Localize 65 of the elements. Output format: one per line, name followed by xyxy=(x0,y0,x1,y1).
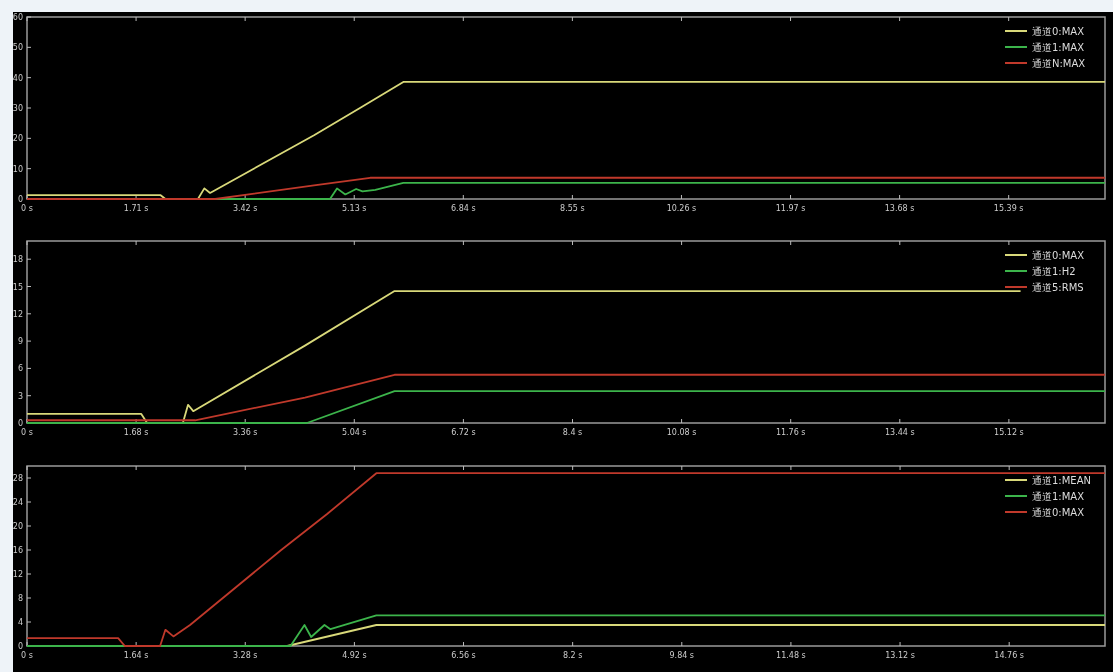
legend-label: 通道0:MAX xyxy=(1032,26,1085,37)
x-tick-label: 10.26 s xyxy=(666,204,697,213)
y-tick-label: 16 xyxy=(12,546,23,555)
x-tick-label: 13.44 s xyxy=(884,428,915,437)
y-tick-label: 6 xyxy=(17,364,23,374)
x-tick-label: 8.4 s xyxy=(562,428,583,437)
x-tick-label: 10.08 s xyxy=(666,428,697,437)
line-series xyxy=(26,290,1022,424)
x-tick-label: 0 s xyxy=(21,428,33,437)
legend-label: 通道N:MAX xyxy=(1032,58,1086,69)
x-tick-label: 4.92 s xyxy=(342,651,367,660)
y-tick-label: 20 xyxy=(12,522,23,531)
y-tick-label: 3 xyxy=(17,391,23,401)
line-series xyxy=(26,81,1106,200)
x-tick-label: 1.64 s xyxy=(123,651,149,660)
legend-label: 通道0:MAX xyxy=(1032,250,1085,261)
legend-label: 通道1:MEAN xyxy=(1032,475,1091,486)
y-tick-label: 9 xyxy=(17,337,23,347)
y-tick-label: 8 xyxy=(17,594,23,603)
x-tick-label: 11.48 s xyxy=(776,651,806,660)
x-tick-label: 11.76 s xyxy=(775,428,806,437)
x-tick-label: 8.2 s xyxy=(562,651,583,660)
x-tick-label: 13.68 s xyxy=(884,204,915,213)
x-tick-label: 3.42 s xyxy=(232,204,258,213)
x-tick-label: 8.55 s xyxy=(560,204,585,213)
legend-label: 通道1:H2 xyxy=(1032,266,1076,277)
y-tick-label: 10 xyxy=(12,164,23,174)
x-tick-label: 9.84 s xyxy=(669,651,695,660)
x-tick-label: 5.13 s xyxy=(341,204,367,213)
y-tick-label: 0 xyxy=(17,195,23,204)
y-tick-label: 28 xyxy=(12,474,23,483)
y-tick-label: 4 xyxy=(17,618,23,627)
x-tick-label: 14.76 s xyxy=(994,651,1024,660)
x-tick-label: 15.12 s xyxy=(994,428,1024,437)
x-tick-label: 3.28 s xyxy=(233,651,258,660)
x-tick-label: 6.84 s xyxy=(451,204,476,213)
y-tick-label: 12 xyxy=(12,570,23,579)
y-tick-label: 0 xyxy=(17,419,23,428)
legend-label: 通道1:MAX xyxy=(1032,491,1085,502)
legend-label: 通道5:RMS xyxy=(1032,282,1084,293)
y-tick-label: 24 xyxy=(12,498,23,507)
y-tick-label: 40 xyxy=(12,73,23,83)
x-tick-label: 0 s xyxy=(21,651,33,660)
y-tick-label: 18 xyxy=(12,255,23,265)
x-tick-label: 11.97 s xyxy=(775,204,806,213)
y-tick-label: 20 xyxy=(12,134,23,144)
x-tick-label: 13.12 s xyxy=(885,651,915,660)
y-tick-label: 50 xyxy=(12,43,23,53)
legend-label: 通道1:MAX xyxy=(1032,42,1085,53)
x-tick-label: 5.04 s xyxy=(342,428,367,437)
x-tick-label: 1.71 s xyxy=(123,204,149,213)
line-series xyxy=(26,472,1106,647)
y-tick-label: 15 xyxy=(12,282,23,292)
legend-label: 通道0:MAX xyxy=(1032,507,1085,518)
x-tick-label: 15.39 s xyxy=(993,204,1024,213)
x-tick-label: 6.56 s xyxy=(451,651,476,660)
x-tick-label: 0 s xyxy=(21,204,33,213)
x-tick-label: 1.68 s xyxy=(123,428,149,437)
y-tick-label: 12 xyxy=(12,309,23,319)
y-tick-label: 30 xyxy=(12,104,23,113)
line-series xyxy=(26,614,1106,647)
y-tick-label: 60 xyxy=(12,13,23,22)
y-tick-label: 0 xyxy=(17,642,23,651)
x-tick-label: 6.72 s xyxy=(451,428,476,437)
x-tick-label: 3.36 s xyxy=(232,428,258,437)
